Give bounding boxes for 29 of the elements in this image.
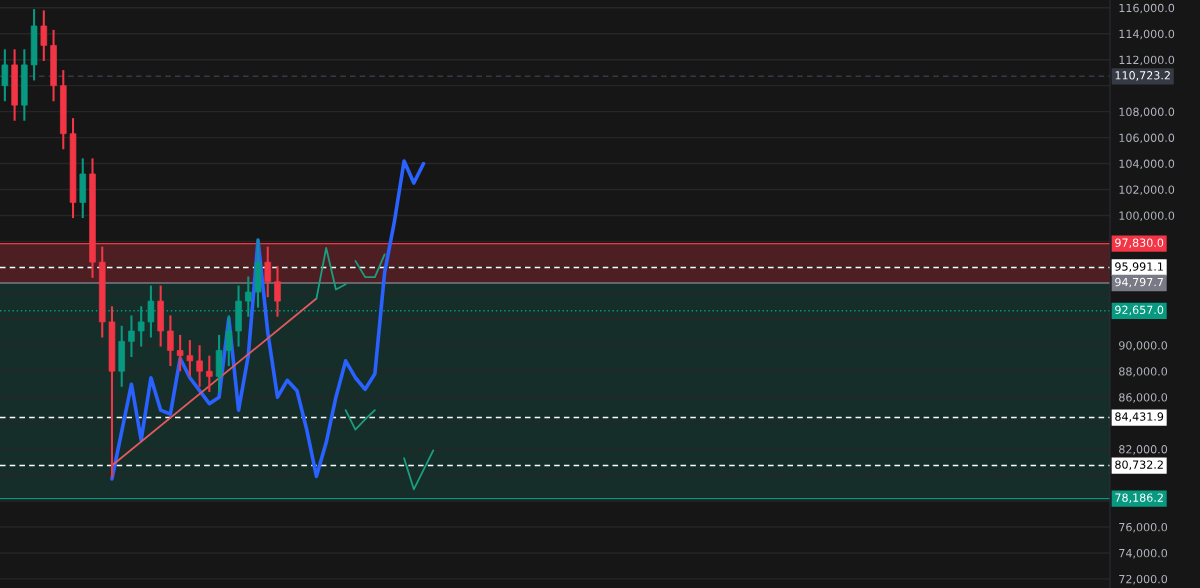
y-tick-label: 72,000.0	[1119, 574, 1168, 585]
ref-line-label: 97,830.0	[1115, 238, 1164, 248]
ref-line-label: 84,431.9	[1115, 412, 1164, 422]
y-tick-label: 102,000.0	[1119, 185, 1175, 196]
y-tick-label: 104,000.0	[1119, 159, 1175, 170]
ref-line-label: 95,991.1	[1115, 262, 1163, 272]
y-tick-label: 106,000.0	[1119, 133, 1175, 144]
y-tick-label: 90,000.0	[1119, 341, 1168, 351]
line-series	[315, 247, 347, 300]
y-tick-label: 76,000.0	[1119, 522, 1168, 533]
ref-line-label: 78,186.2	[1115, 493, 1163, 503]
candlestick	[69, 117, 77, 220]
line-series	[110, 159, 426, 481]
ref-line-label: 92,657.0	[1115, 305, 1164, 316]
y-tick-label: 116,000.0	[1119, 3, 1175, 14]
line-series	[403, 449, 435, 491]
y-tick-label: 86,000.0	[1119, 393, 1168, 403]
ref-line-label: 94,797.7	[1115, 277, 1163, 288]
y-tick-label: 112,000.0	[1119, 55, 1175, 66]
y-tick-label: 82,000.0	[1119, 445, 1168, 455]
y-tick-label: 100,000.0	[1119, 211, 1175, 221]
y-tick-label: 88,000.0	[1119, 367, 1168, 377]
ref-line-label: 110,723.2	[1115, 71, 1170, 81]
candlestick	[108, 305, 116, 479]
ref-line-label: 80,732.2	[1115, 460, 1163, 470]
y-tick-label: 74,000.0	[1119, 548, 1168, 559]
y-tick-label: 108,000.0	[1119, 107, 1175, 118]
candlestick	[254, 237, 262, 309]
y-tick-label: 114,000.0	[1119, 29, 1175, 40]
